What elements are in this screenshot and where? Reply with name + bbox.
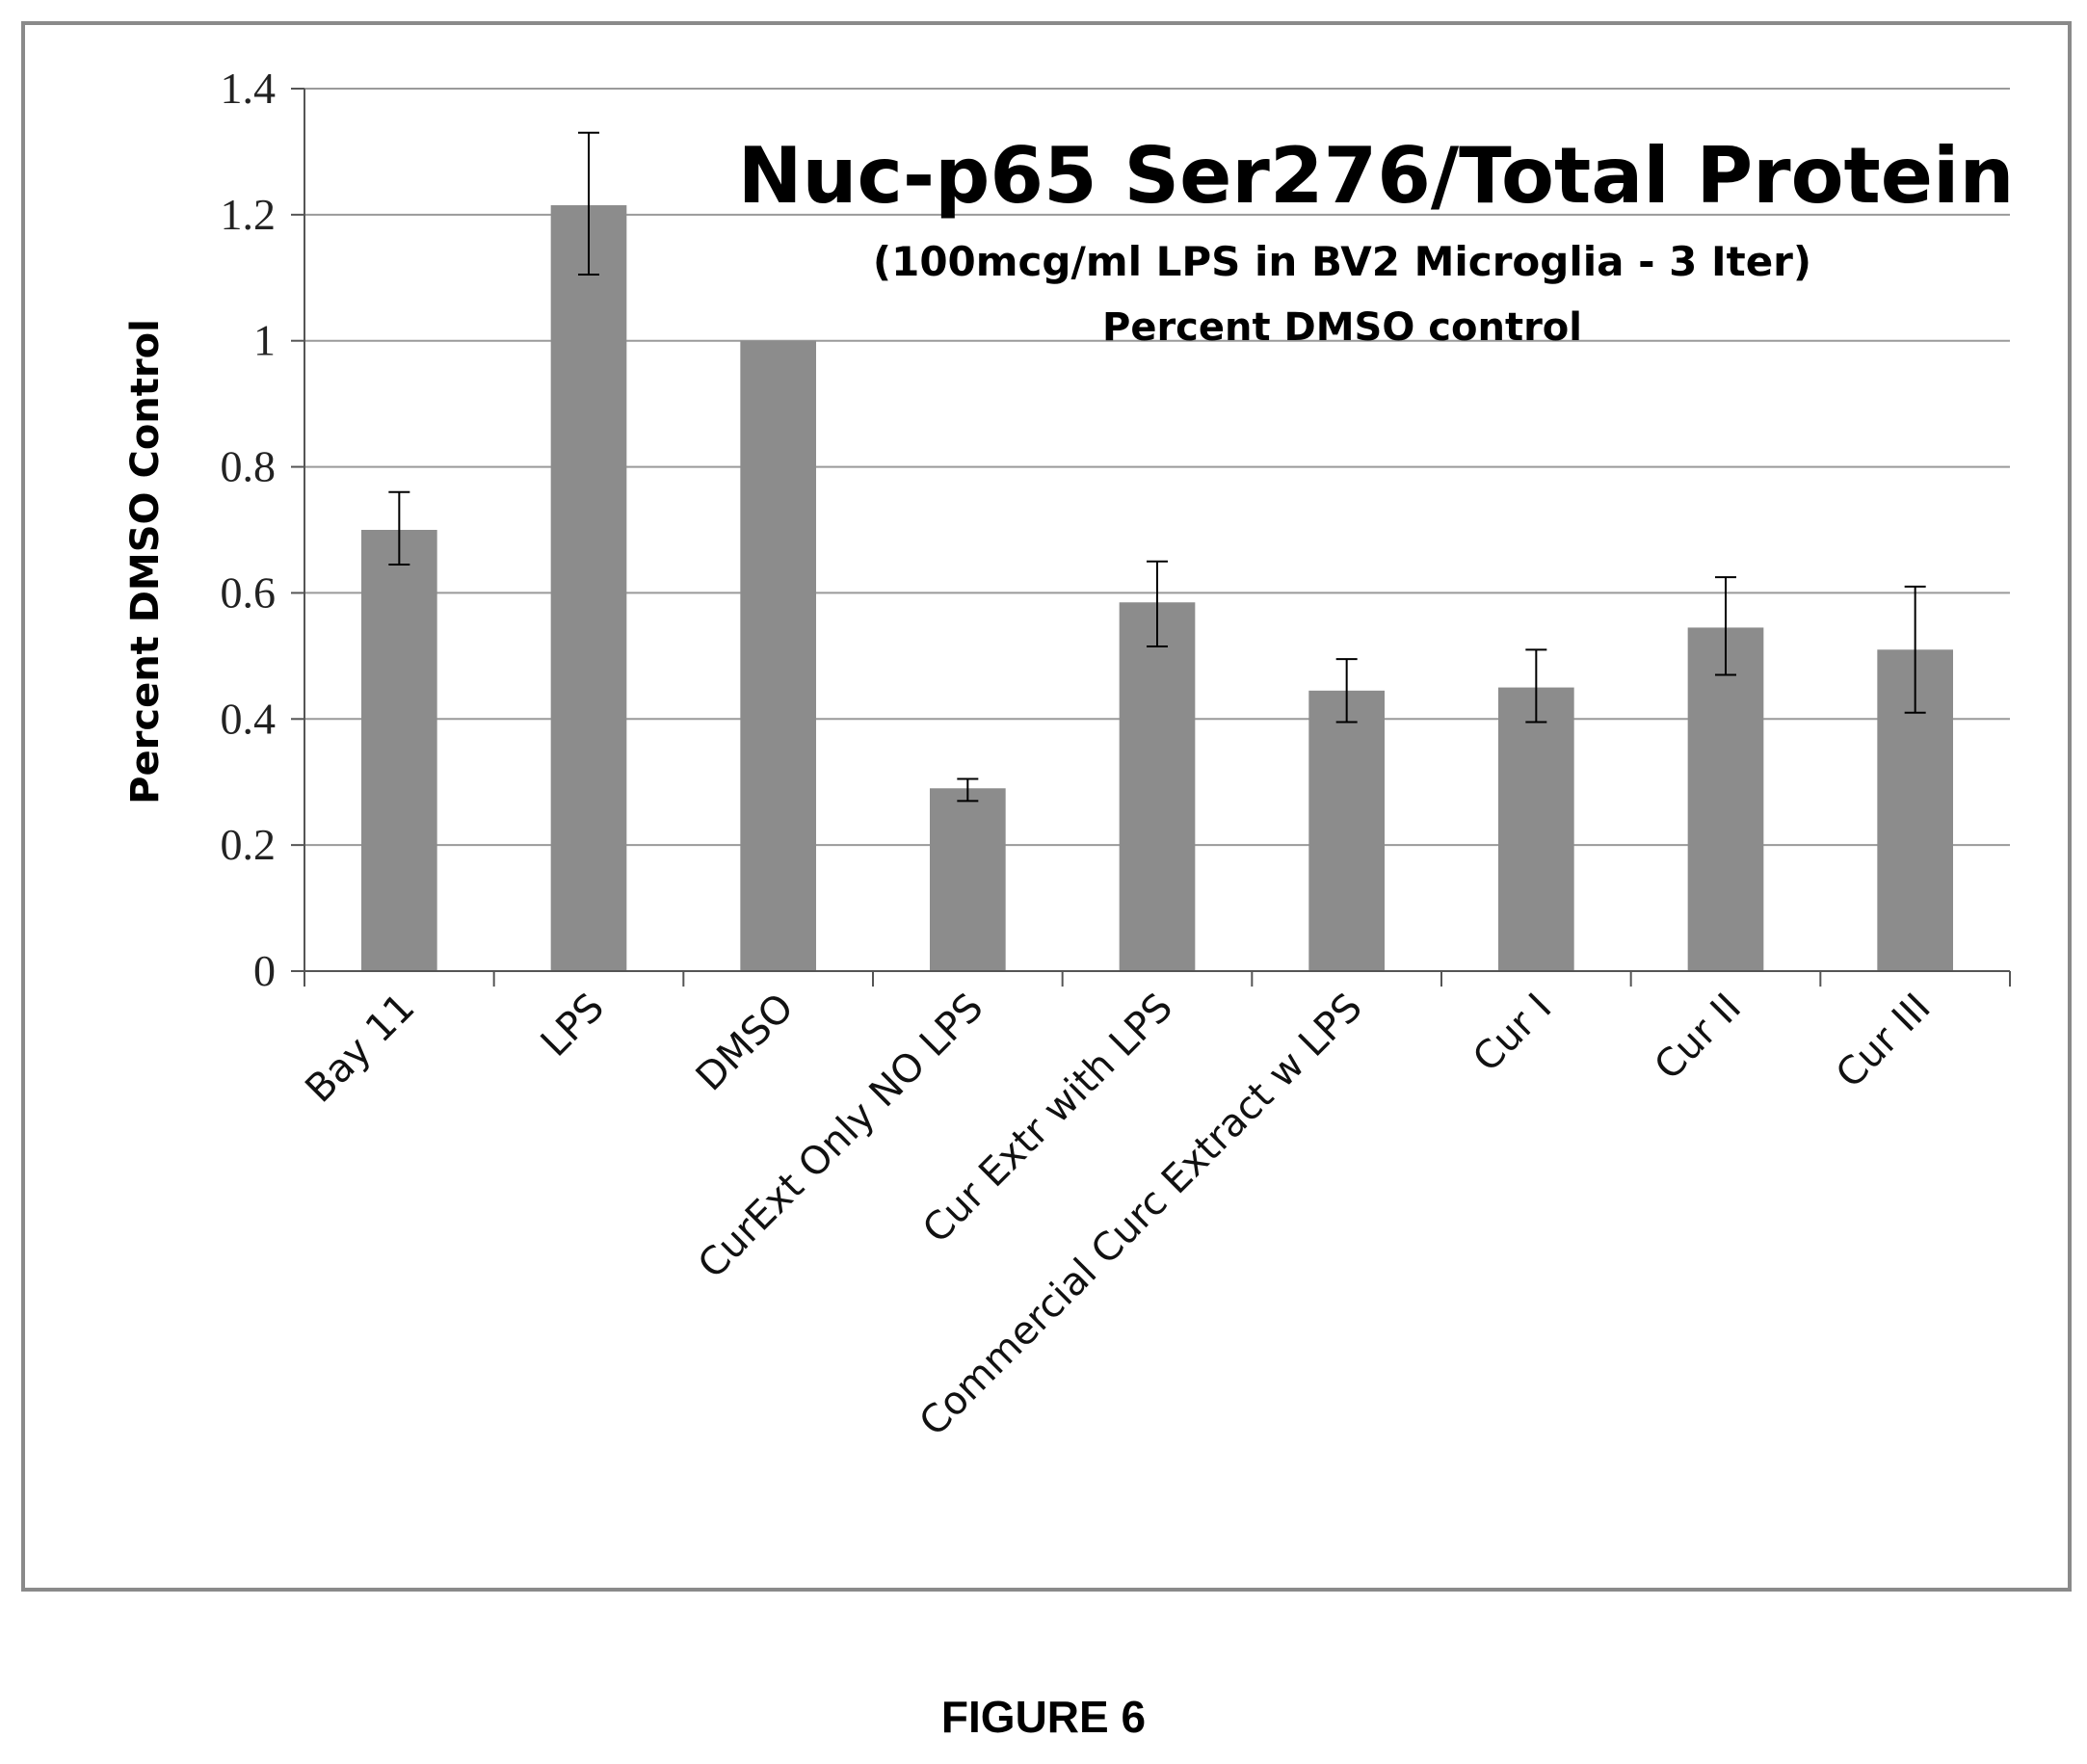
y-tick-label: 1.2 bbox=[221, 190, 277, 239]
bar bbox=[361, 530, 437, 971]
bar bbox=[930, 788, 1006, 971]
chart-subtitle-2: Percent DMSO control bbox=[1102, 305, 1582, 350]
bar bbox=[550, 205, 627, 972]
x-category-label: LPS bbox=[533, 986, 613, 1066]
y-tick-label: 0.8 bbox=[221, 442, 277, 491]
chart-title: Nuc-p65 Ser276/Total Protein bbox=[738, 131, 2015, 221]
bar-chart: 00.20.40.60.811.21.4 Bay 11 LPS DMSOCurExt… bbox=[123, 64, 2015, 1445]
x-category-label: Bay 11 bbox=[297, 986, 423, 1112]
y-tick-labels: 0 0.2 0.4 0.6 0.8 1 1.2 1.4 bbox=[221, 64, 277, 995]
x-category-label: Cur III bbox=[1828, 986, 1940, 1097]
x-category-label: Cur I bbox=[1465, 986, 1560, 1081]
y-tick-label: 0.4 bbox=[221, 694, 277, 743]
figure-caption: FIGURE 6 bbox=[940, 1692, 1147, 1742]
chart-subtitle: (100mcg/ml LPS in BV2 Microglia - 3 Iter… bbox=[873, 238, 1811, 285]
x-category-label: Cur II bbox=[1647, 986, 1751, 1090]
y-tick-label: 1.4 bbox=[221, 64, 277, 113]
error-bars bbox=[388, 131, 1926, 803]
bars bbox=[361, 205, 1953, 972]
x-category-label: DMSO bbox=[688, 986, 803, 1100]
bar bbox=[1119, 602, 1196, 971]
axes bbox=[291, 88, 2011, 987]
bar bbox=[1308, 690, 1385, 971]
bar bbox=[1687, 627, 1764, 971]
chart-frame: 0 0.2 0.4 0.6 0.8 1 1.2 1.4 Bay 11 LPS DMSO CurExt… bbox=[21, 21, 2072, 1592]
bar bbox=[740, 340, 816, 971]
bar bbox=[1498, 687, 1574, 971]
y-axis-title: Percent DMSO Control bbox=[123, 319, 168, 804]
y-tick-label: 1 bbox=[253, 316, 276, 365]
y-tick-label: 0.6 bbox=[221, 567, 277, 617]
y-tick-label: 0 bbox=[253, 946, 276, 995]
y-tick-label: 0.2 bbox=[221, 820, 277, 869]
